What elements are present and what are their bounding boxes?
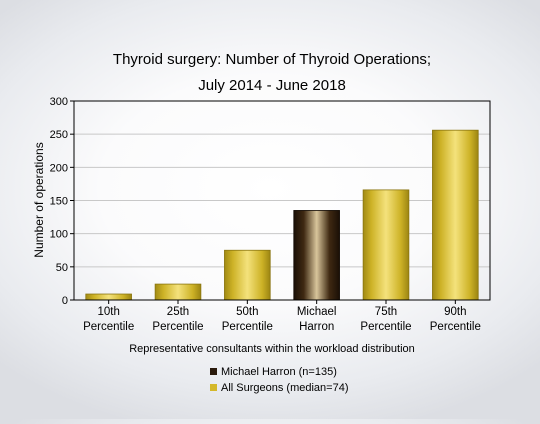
x-tick-label: 50th (236, 306, 258, 318)
chart-title-line-1: Thyroid surgery: Number of Thyroid Opera… (113, 51, 431, 68)
x-tick-label: Percentile (430, 321, 481, 333)
y-axis-label: Number of operations (32, 142, 46, 257)
y-tick-label: 50 (56, 262, 68, 274)
legend-swatch-all-surgeons (210, 384, 217, 391)
x-tick-label: 90th (444, 306, 466, 318)
x-axis-label: Representative consultants within the wo… (129, 343, 415, 355)
y-tick-label: 0 (62, 295, 68, 307)
y-axis-ticks: 0 50 100 150 200 250 300 (50, 96, 74, 307)
x-axis-ticks: 10th Percentile 25th Percentile 50th Percenti… (83, 300, 481, 333)
bars (85, 129, 479, 301)
x-tick-label: Percentile (360, 321, 411, 333)
legend-label-all-surgeons: All Surgeons (median=74) (221, 382, 349, 394)
y-tick-label: 150 (50, 196, 68, 208)
gridlines (74, 133, 490, 268)
bar-percentile (85, 293, 132, 301)
x-tick-label: 10th (97, 306, 119, 318)
y-tick-label: 250 (50, 129, 68, 141)
legend-swatch-michael-harron (210, 368, 217, 375)
y-tick-label: 100 (50, 229, 68, 241)
legend-label-michael-harron: Michael Harron (n=135) (221, 366, 337, 378)
x-tick-label: 75th (375, 306, 397, 318)
bar-percentile (224, 249, 271, 301)
bar-percentile (362, 189, 410, 301)
bar-percentile (432, 129, 479, 301)
x-tick-label: Percentile (152, 321, 203, 333)
x-tick-label: Michael (297, 306, 337, 318)
y-tick-label: 200 (50, 162, 68, 174)
bar-percentile (154, 283, 202, 301)
y-tick-label: 300 (50, 96, 68, 108)
x-tick-label: 25th (167, 306, 189, 318)
x-tick-label: Harron (299, 321, 334, 333)
legend: Michael Harron (n=135) All Surgeons (med… (210, 366, 349, 394)
x-tick-label: Percentile (83, 321, 134, 333)
chart-title-line-2: July 2014 - June 2018 (198, 77, 346, 94)
x-tick-label: Percentile (222, 321, 273, 333)
bar-michael-harron (293, 210, 340, 301)
